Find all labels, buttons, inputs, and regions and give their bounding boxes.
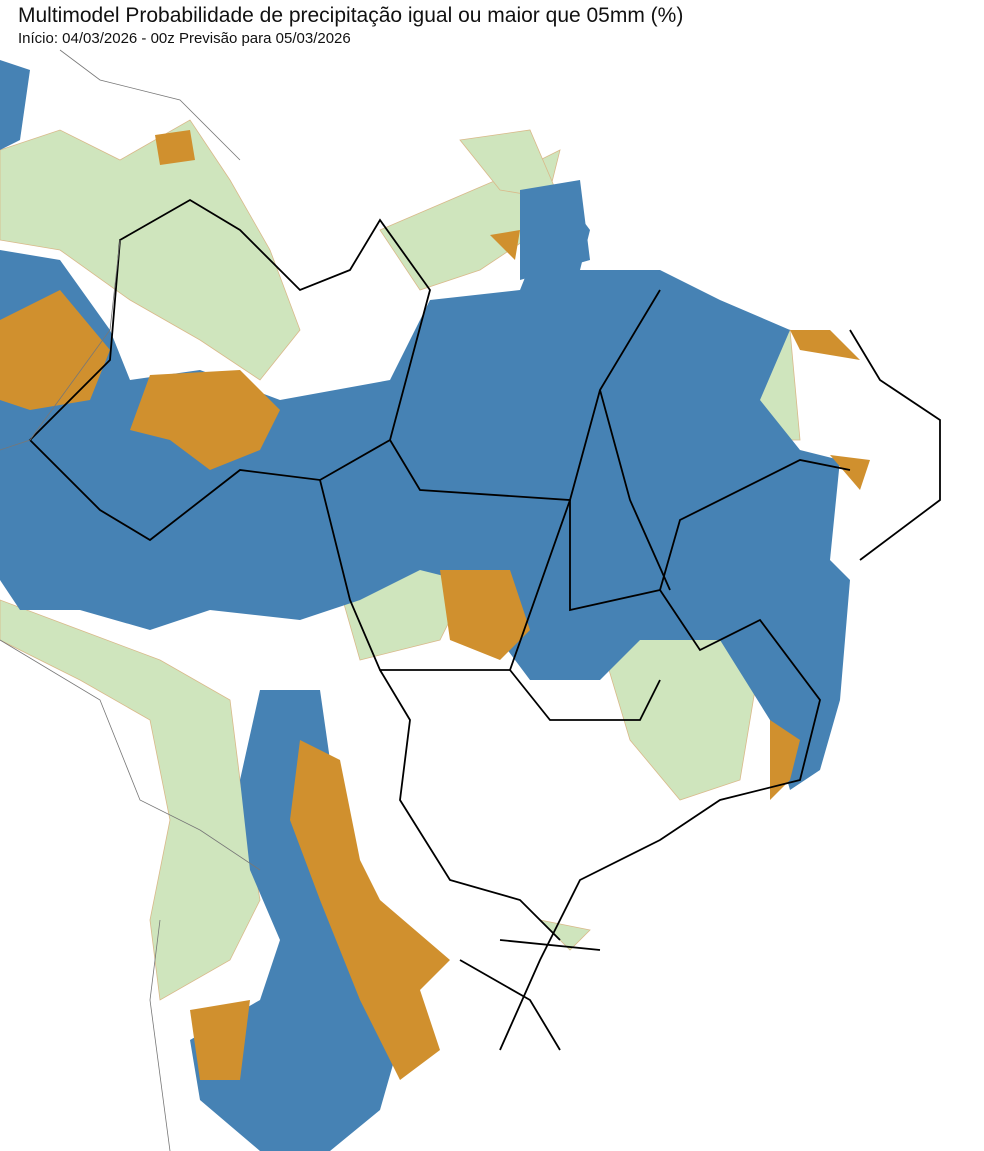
precipitation-map xyxy=(0,49,941,1151)
state-borders xyxy=(28,198,941,1051)
medium-probability-areas xyxy=(0,130,870,1080)
country-borders xyxy=(0,49,261,1151)
map-title: Multimodel Probabilidade de precipitação… xyxy=(18,4,684,27)
map-subtitle: Início: 04/03/2026 - 00z Previsão para 0… xyxy=(18,30,351,47)
